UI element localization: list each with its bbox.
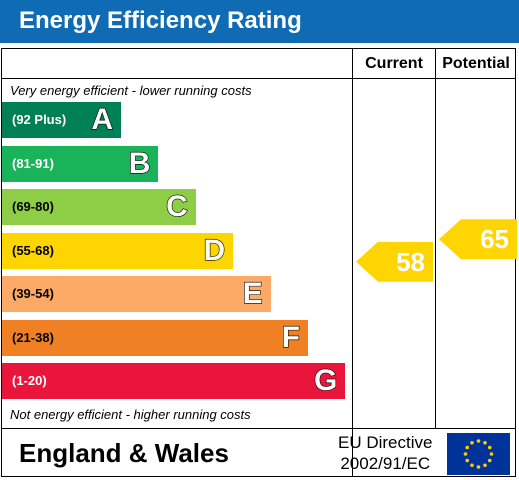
- chart-title: Energy Efficiency Rating: [19, 7, 302, 34]
- band-range-label: (1-20): [12, 373, 47, 388]
- eu-directive: EU Directive 2002/91/EC: [338, 432, 432, 474]
- chart-frame: [1, 48, 516, 477]
- band-g: (1-20) G: [2, 363, 346, 399]
- eu-star-icon: [483, 463, 487, 468]
- band-a: (92 Plus) A: [2, 102, 121, 138]
- band-letter: B: [128, 146, 151, 180]
- band-c: (69-80) C: [2, 189, 196, 225]
- band-letter: G: [313, 363, 338, 397]
- potential-rating-arrow: 65: [439, 219, 517, 260]
- band-b: (81-91) B: [2, 145, 159, 182]
- eu-star-icon: [470, 440, 474, 445]
- current-column-header: Current: [365, 55, 423, 72]
- directive-line-1: EU Directive: [338, 433, 433, 452]
- eu-star-icon: [487, 445, 492, 450]
- eu-star-icon: [476, 465, 481, 469]
- band-range-label: (21-38): [12, 329, 54, 345]
- band-letter: F: [281, 320, 301, 354]
- top-caption: Very energy efficient - lower running co…: [10, 83, 252, 98]
- eu-star-icon: [476, 439, 481, 443]
- directive-line-2: 2002/91/EC: [340, 454, 431, 473]
- band-letter: E: [242, 276, 263, 310]
- eu-star-icon: [463, 452, 468, 456]
- eu-star-icon: [483, 440, 487, 445]
- header-divider: [1, 78, 516, 79]
- band-range-label: (69-80): [12, 199, 54, 214]
- band-range-label: (92 Plus): [12, 112, 67, 127]
- bottom-caption: Not energy efficient - higher running co…: [10, 407, 251, 422]
- eu-star-icon: [487, 458, 492, 463]
- eu-star-icon: [465, 445, 470, 450]
- current-rating-value: 58: [396, 246, 425, 277]
- band-range-label: (81-91): [12, 155, 54, 171]
- current-rating-arrow: 58: [356, 241, 433, 282]
- eu-star-icon: [465, 458, 470, 463]
- potential-column-divider: [435, 48, 436, 429]
- footer-divider: [1, 428, 516, 429]
- band-f: (21-38) F: [2, 319, 308, 356]
- eu-star-icon: [489, 452, 494, 456]
- current-column-divider: [352, 48, 353, 477]
- title-bar: Energy Efficiency Rating: [0, 0, 519, 43]
- eu-flag-icon: [447, 433, 510, 475]
- band-d: (55-68) D: [2, 232, 234, 269]
- region-label: England & Wales: [19, 438, 229, 468]
- band-range-label: (55-68): [12, 242, 54, 258]
- eu-star-icon: [470, 463, 474, 468]
- potential-column-header: Potential: [442, 55, 510, 72]
- potential-rating-value: 65: [480, 224, 509, 255]
- band-letter: A: [91, 102, 114, 136]
- band-e: (39-54) E: [2, 276, 271, 312]
- band-range-label: (39-54): [12, 286, 54, 301]
- band-letter: C: [166, 189, 189, 223]
- band-letter: D: [203, 233, 226, 267]
